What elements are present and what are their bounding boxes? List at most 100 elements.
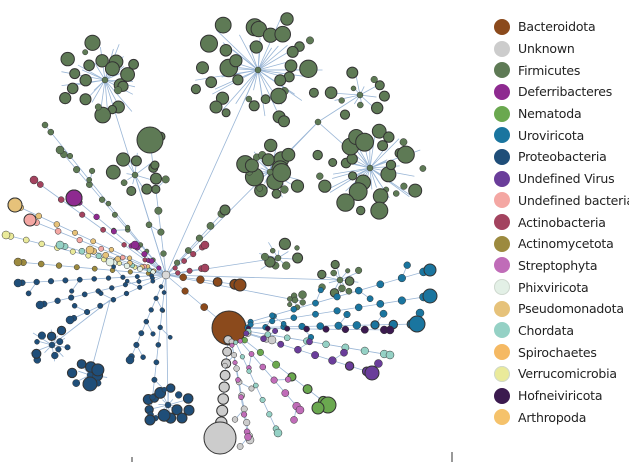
node: [344, 276, 355, 286]
node: [317, 269, 327, 280]
node: [76, 237, 83, 244]
node: [397, 274, 406, 283]
node: [346, 66, 359, 79]
node: [339, 109, 351, 120]
node: [31, 348, 42, 359]
edge: [333, 92, 361, 96]
edge: [104, 79, 117, 102]
edge: [257, 47, 272, 71]
node: [356, 205, 366, 216]
edge: [222, 69, 259, 111]
node: [311, 351, 320, 360]
node: [148, 307, 154, 313]
node: [13, 257, 23, 267]
node: [345, 287, 353, 295]
node: [272, 163, 292, 183]
node: [284, 59, 298, 73]
node: [233, 278, 247, 292]
legend-label: Phixviricota: [518, 279, 589, 295]
node: [259, 363, 267, 371]
node: [273, 428, 283, 438]
node: [408, 315, 426, 333]
node: [248, 100, 260, 112]
node: [29, 175, 39, 185]
node: [110, 296, 117, 303]
node: [82, 49, 89, 56]
node: [292, 252, 304, 264]
legend-label: Verrucomicrobia: [518, 366, 617, 382]
edge: [165, 257, 279, 276]
node: [229, 54, 243, 68]
node: [422, 288, 438, 304]
node: [55, 145, 65, 155]
node: [328, 356, 337, 365]
node: [336, 193, 355, 212]
legend-swatch: [494, 300, 510, 317]
legend-label: Proteobacteria: [518, 149, 607, 165]
node: [284, 325, 291, 332]
node: [306, 338, 313, 346]
node: [130, 240, 140, 250]
node: [322, 325, 330, 333]
legend-item-unknown: Unknown: [494, 38, 629, 60]
node: [256, 185, 263, 192]
node: [203, 421, 237, 455]
node: [280, 12, 294, 26]
edge: [39, 274, 167, 306]
node: [120, 254, 126, 261]
node: [130, 155, 142, 167]
node: [93, 213, 100, 221]
node: [378, 90, 390, 102]
node: [355, 132, 375, 152]
node: [377, 140, 389, 152]
node: [354, 303, 363, 312]
node: [400, 182, 408, 190]
node: [354, 286, 363, 295]
node: [95, 54, 109, 68]
node: [236, 443, 244, 450]
node: [370, 75, 378, 84]
legend-swatch: [494, 387, 510, 404]
node: [48, 341, 56, 349]
node: [105, 257, 115, 267]
legend-swatch: [494, 18, 510, 35]
node: [379, 309, 388, 318]
node: [98, 290, 104, 296]
edge: [242, 69, 259, 105]
node: [126, 186, 137, 196]
node: [94, 106, 111, 124]
node: [324, 86, 338, 99]
node: [265, 325, 271, 332]
node: [155, 342, 162, 348]
edge-layer: [5, 18, 431, 447]
node: [334, 321, 343, 330]
legend-item-arthropoda: Arthropoda: [494, 406, 629, 428]
edge: [317, 94, 361, 123]
node: [215, 91, 230, 105]
node: [316, 322, 325, 330]
legend-swatch: [494, 192, 510, 209]
node: [239, 354, 245, 360]
node: [1, 230, 11, 240]
node: [383, 131, 395, 143]
node: [217, 393, 229, 405]
node: [66, 367, 78, 379]
node: [90, 238, 97, 245]
node: [352, 321, 361, 330]
node: [59, 92, 72, 105]
node: [338, 97, 345, 104]
node: [174, 259, 181, 266]
legend-swatch: [494, 105, 510, 122]
node: [294, 345, 302, 354]
node: [290, 179, 305, 193]
legend-swatch: [494, 344, 510, 361]
node: [299, 59, 318, 79]
node: [399, 138, 408, 146]
node: [360, 346, 369, 355]
legend-swatch: [494, 235, 510, 252]
node: [69, 288, 75, 294]
legend-item-uroviricota: Uroviricota: [494, 124, 629, 146]
node: [125, 355, 135, 365]
node: [109, 285, 115, 291]
node: [231, 416, 239, 423]
